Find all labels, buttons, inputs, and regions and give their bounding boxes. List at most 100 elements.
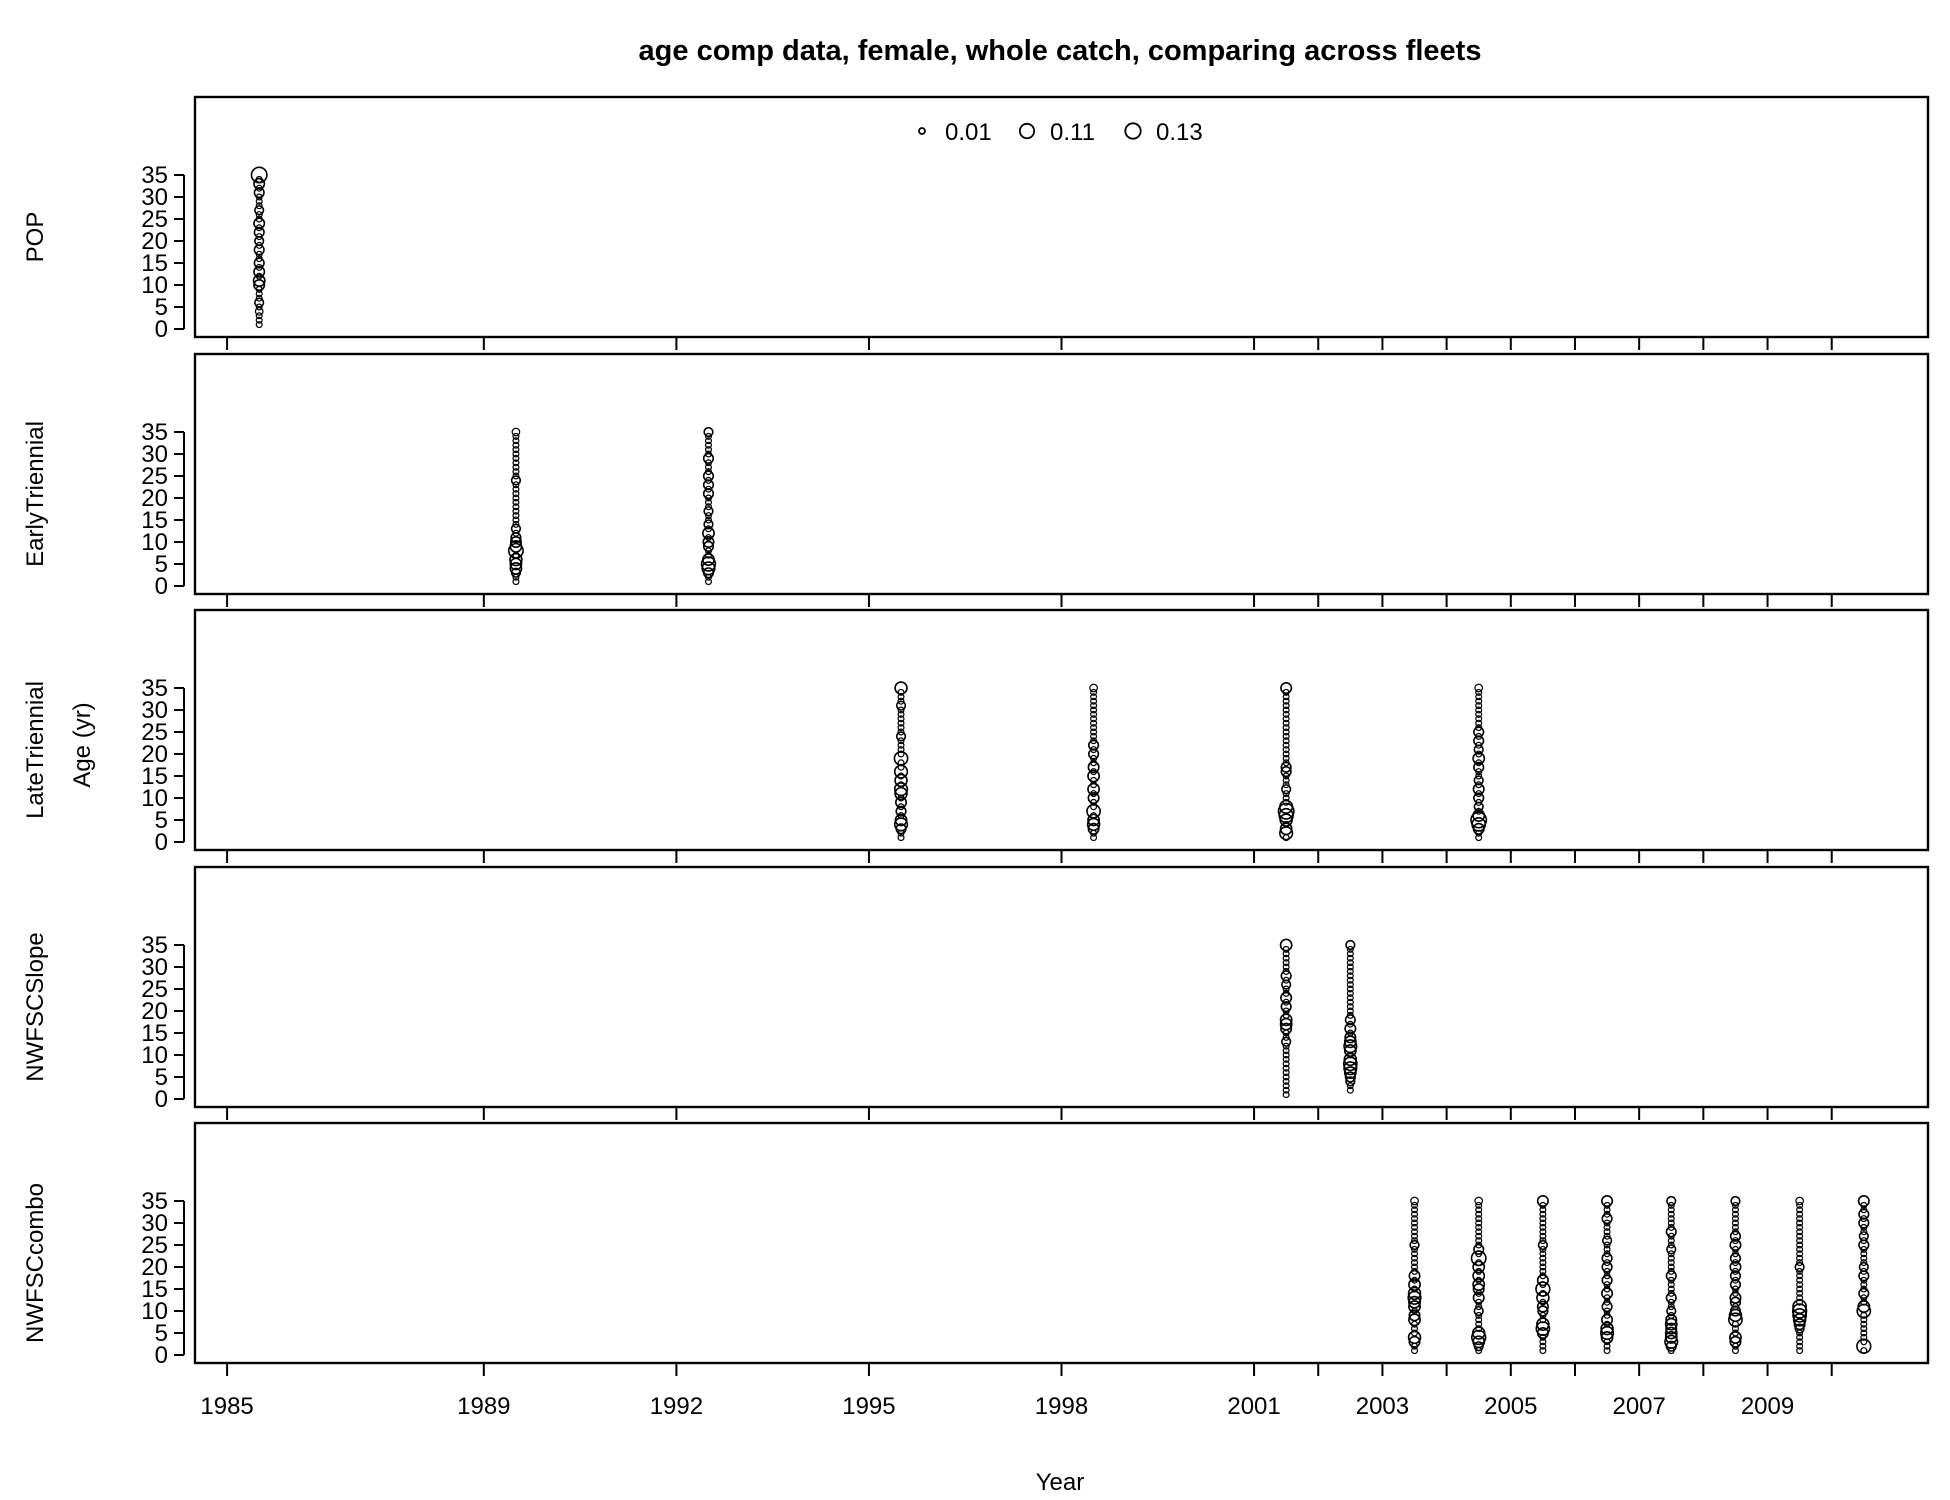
data-bubble — [1280, 765, 1292, 778]
data-bubble — [1345, 1076, 1356, 1087]
data-bubble — [704, 516, 712, 524]
data-bubble — [1860, 1228, 1868, 1236]
data-bubble — [1087, 748, 1100, 760]
data-bubble — [1667, 1215, 1675, 1223]
data-bubble — [1475, 1201, 1483, 1209]
data-bubble — [512, 437, 520, 445]
data-bubble — [1796, 1276, 1804, 1284]
y-tick-label: 30 — [141, 184, 168, 211]
data-bubble — [1473, 775, 1484, 786]
year-column — [1856, 1194, 1872, 1355]
data-bubble — [1667, 1285, 1675, 1293]
data-bubble — [1664, 1334, 1679, 1349]
y-tick-label: 35 — [141, 932, 168, 959]
y-tick-label: 20 — [141, 485, 168, 512]
data-bubble — [1796, 1245, 1804, 1253]
data-bubble — [1280, 681, 1293, 695]
data-bubble — [1475, 1241, 1483, 1249]
data-bubble — [1792, 1307, 1808, 1323]
year-column — [507, 427, 524, 586]
data-bubble — [1090, 702, 1098, 710]
data-bubble — [1411, 1259, 1419, 1267]
data-bubble — [897, 728, 905, 736]
data-bubble — [1603, 1210, 1611, 1218]
data-bubble — [1603, 1272, 1611, 1280]
data-bubble — [1729, 1238, 1742, 1252]
data-bubble — [1539, 1237, 1547, 1245]
data-bubble — [1346, 998, 1354, 1006]
data-bubble — [1087, 769, 1101, 783]
data-bubble — [1731, 1219, 1739, 1227]
data-bubble — [1539, 1223, 1547, 1231]
y-tick-label: 35 — [141, 419, 168, 446]
panels-group: 05101520253035POP05101520253035EarlyTrie… — [22, 95, 1930, 1376]
data-bubble — [255, 215, 263, 223]
panel-frame — [193, 352, 1930, 596]
y-tick-label: 25 — [141, 206, 168, 233]
data-bubble — [1475, 772, 1483, 780]
panel-label: EarlyTriennial — [22, 421, 49, 567]
data-bubble — [509, 561, 523, 575]
data-bubble — [1344, 1031, 1357, 1044]
data-bubble — [253, 186, 265, 199]
data-bubble — [702, 452, 715, 465]
data-bubble — [1411, 1223, 1419, 1231]
data-bubble — [1411, 1219, 1419, 1227]
data-bubble — [1601, 1212, 1613, 1225]
data-bubble — [1536, 1300, 1549, 1313]
data-bubble — [512, 490, 520, 498]
y-tick-label: 0 — [155, 573, 168, 600]
data-bubble — [1472, 1269, 1486, 1283]
data-bubble — [1539, 1210, 1547, 1218]
data-bubble — [1729, 1252, 1742, 1264]
data-bubble — [1667, 1206, 1675, 1214]
data-bubble — [895, 796, 908, 809]
data-bubble — [255, 211, 263, 219]
data-bubble — [1475, 1232, 1483, 1240]
data-bubble — [1731, 1206, 1739, 1214]
data-bubble — [1346, 989, 1354, 997]
data-bubble — [1090, 706, 1098, 714]
y-axis-label: Age (yr) — [69, 702, 96, 787]
y-tick-label: 15 — [141, 1276, 168, 1303]
data-bubble — [1089, 683, 1098, 693]
data-bubble — [1408, 1300, 1421, 1314]
data-bubble — [1411, 1201, 1419, 1209]
y-tick-label: 15 — [141, 1020, 168, 1047]
data-bubble — [1793, 1318, 1806, 1331]
data-bubble — [1601, 1194, 1614, 1208]
data-bubble — [1729, 1230, 1742, 1242]
data-bubble — [1090, 728, 1098, 736]
data-bubble — [702, 487, 715, 500]
data-bubble — [512, 454, 520, 462]
data-bubble — [897, 719, 905, 727]
data-bubble — [1539, 1232, 1547, 1240]
data-bubble — [1409, 1239, 1420, 1251]
data-bubble — [897, 737, 905, 745]
data-bubble — [1667, 1263, 1675, 1271]
data-bubble — [1090, 697, 1098, 705]
data-bubble — [1090, 719, 1098, 727]
data-bubble — [1667, 1210, 1675, 1218]
data-bubble — [1277, 802, 1295, 820]
data-bubble — [1473, 792, 1485, 804]
data-bubble — [1343, 1066, 1357, 1080]
y-tick-label: 5 — [155, 1320, 168, 1347]
data-bubble — [1603, 1250, 1611, 1258]
data-bubble — [1603, 1311, 1611, 1319]
data-bubble — [1472, 809, 1486, 823]
data-bubble — [509, 539, 523, 553]
data-bubble — [1666, 1195, 1677, 1207]
data-bubble — [1796, 1347, 1804, 1355]
year-column — [1728, 1195, 1743, 1355]
data-bubble — [1346, 1011, 1354, 1019]
data-bubble — [704, 468, 712, 476]
data-bubble — [1796, 1215, 1804, 1223]
data-bubble — [1344, 1014, 1356, 1026]
data-bubble — [255, 294, 263, 302]
data-bubble — [1282, 985, 1290, 993]
data-bubble — [1411, 1267, 1419, 1275]
data-bubble — [1536, 1194, 1549, 1208]
data-bubble — [1346, 994, 1354, 1002]
